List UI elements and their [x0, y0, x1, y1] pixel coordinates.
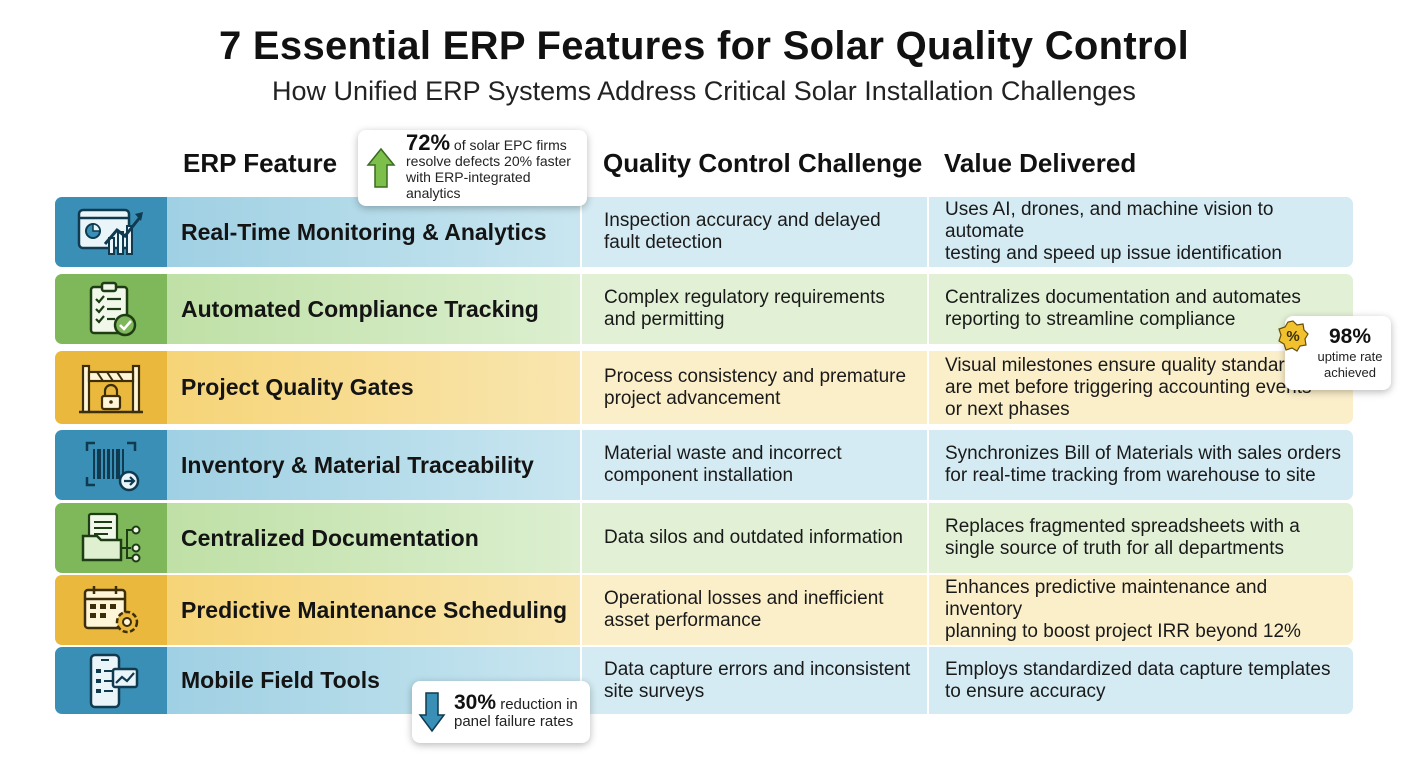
challenge-text: Complex regulatory requirements and perm… [604, 287, 885, 330]
arrow-down-icon [418, 692, 446, 733]
row-icon-cell [55, 351, 167, 424]
column-header-feature: ERP Feature [183, 148, 338, 178]
value-text: Visual milestones ensure quality standar… [945, 354, 1312, 420]
challenge-text: Material waste and incorrect component i… [604, 443, 842, 486]
feature-name: Centralized Documentation [167, 503, 580, 573]
arrow-up-icon [366, 147, 396, 188]
challenge-text: Operational losses and inefficient asset… [604, 588, 884, 631]
row-icon-cell [55, 197, 167, 267]
challenge-text: Inspection accuracy and delayed fault de… [604, 210, 881, 253]
column-header-value: Value Delivered [944, 148, 1137, 178]
page-subtitle: How Unified ERP Systems Address Critical… [272, 76, 1136, 106]
column-header-challenge: Quality Control Challenge [603, 148, 923, 178]
feature-name: Project Quality Gates [167, 351, 580, 424]
row-icon-cell [55, 430, 167, 500]
uptime-text-a: uptime rate [1317, 349, 1383, 364]
uptime-stat: 98% [1328, 325, 1372, 348]
value-text: Replaces fragmented spreadsheets with a … [945, 516, 1300, 559]
row-icon-cell [55, 647, 167, 714]
value-text: Centralizes documentation and automates … [945, 287, 1301, 330]
value-text: Uses AI, drones, and machine vision to a… [945, 199, 1282, 264]
value-text: Enhances predictive maintenance and inve… [945, 577, 1301, 642]
defect-text-b: resolve defects 20% faster [406, 153, 571, 169]
failure-stat: 30% [454, 691, 497, 714]
analytics-dashboard-icon [77, 208, 143, 255]
failure-text-b: panel failure rates [454, 713, 574, 730]
defect-text-a: of solar EPC firms [450, 137, 567, 153]
feature-name: Predictive Maintenance Scheduling [167, 575, 580, 645]
row-icon-cell [55, 575, 167, 645]
svg-text:%: % [1286, 328, 1299, 345]
feature-name: Real-Time Monitoring & Analytics [167, 197, 580, 267]
challenge-text: Process consistency and premature projec… [604, 365, 907, 409]
feature-name: Automated Compliance Tracking [167, 274, 580, 344]
page-title: 7 Essential ERP Features for Solar Quali… [218, 24, 1190, 68]
percent-badge-icon: % [1278, 320, 1309, 352]
value-text: Employs standardized data capture templa… [945, 658, 1331, 702]
table-row: Real-Time Monitoring & Analytics Inspect… [55, 197, 1353, 267]
table-row: Project Quality Gates Process consistenc… [55, 351, 1353, 424]
document-folder-network-icon [81, 512, 141, 563]
defect-resolution-callout: 72% of solar EPC firms resolve defects 2… [358, 130, 587, 206]
compliance-checklist-icon [89, 281, 137, 337]
table-row: Predictive Maintenance Scheduling Operat… [55, 575, 1353, 645]
mobile-device-chart-icon [89, 653, 139, 708]
uptime-text-b: achieved [1323, 365, 1377, 380]
feature-name: Inventory & Material Traceability [167, 430, 580, 500]
panel-failure-callout: 30% reduction in panel failure rates [412, 681, 590, 743]
table-row: Automated Compliance Tracking Complex re… [55, 274, 1353, 344]
defect-stat: 72% [406, 130, 451, 155]
uptime-callout: % 98% uptime rate achieved [1278, 316, 1391, 390]
table-row: Mobile Field Tools Data capture errors a… [55, 647, 1353, 714]
table-row: Centralized Documentation Data silos and… [55, 503, 1353, 573]
table-row: Inventory & Material Traceability Materi… [55, 430, 1353, 500]
row-icon-cell [55, 274, 167, 344]
quality-gate-lock-icon [79, 364, 143, 413]
value-text: Synchronizes Bill of Materials with sale… [945, 443, 1341, 486]
calendar-gear-icon [83, 586, 139, 634]
challenge-text: Data silos and outdated information [604, 527, 903, 548]
row-icon-cell [55, 503, 167, 573]
barcode-scan-icon [85, 441, 140, 492]
failure-text-a: reduction in [496, 696, 578, 713]
defect-text-c: with ERP-integrated analytics [406, 169, 531, 201]
challenge-text: Data capture errors and inconsistent sit… [604, 658, 911, 702]
